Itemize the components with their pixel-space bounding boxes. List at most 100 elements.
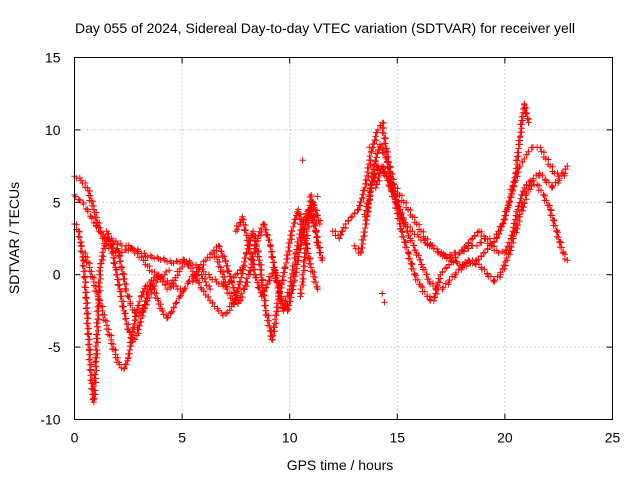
data-point: [553, 228, 560, 235]
x-axis-label: GPS time / hours: [287, 457, 394, 473]
data-point-fill: [309, 217, 317, 224]
data-point-fill: [365, 199, 372, 207]
data-point: [101, 233, 108, 241]
data-point: [172, 300, 179, 307]
data-point-fill: [231, 296, 239, 303]
data-point-fill: [262, 226, 269, 234]
data-point-fill: [514, 149, 521, 156]
data-point-fill: [500, 216, 508, 223]
data-point-fill: [212, 276, 219, 283]
data-point-fill: [101, 311, 108, 319]
data-point-fill: [483, 270, 491, 277]
data-point-fill: [114, 354, 121, 361]
data-point-fill: [406, 255, 414, 263]
data-point: [249, 228, 257, 235]
data-point-fill: [514, 203, 522, 210]
data-point-fill: [312, 222, 319, 230]
data-point: [284, 307, 291, 315]
data-point-fill: [484, 246, 491, 253]
data-point-fill: [200, 288, 208, 295]
data-point-fill: [545, 179, 553, 186]
data-point-fill: [305, 219, 313, 227]
data-point-fill: [243, 282, 250, 290]
data-point-fill: [97, 229, 104, 236]
data-point-fill: [481, 249, 489, 256]
data-point-fill: [139, 288, 146, 296]
data-point-fill: [548, 183, 555, 190]
data-point-fill: [227, 290, 235, 297]
data-point-fill: [83, 254, 91, 261]
data-point-fill: [243, 249, 250, 256]
data-point-fill: [179, 256, 187, 263]
data-point-fill: [521, 104, 529, 111]
data-point-fill: [258, 228, 265, 236]
data-point-fill: [104, 231, 111, 238]
data-point-fill: [124, 292, 131, 300]
data-point-fill: [259, 291, 267, 299]
data-point-fill: [396, 206, 403, 213]
data-point-fill: [86, 267, 93, 275]
data-point: [493, 235, 500, 242]
data-point-fill: [168, 308, 176, 315]
data-point-fill: [290, 219, 298, 227]
data-point-fill: [267, 273, 275, 281]
data-point-fill: [523, 104, 530, 112]
data-point-fill: [361, 211, 368, 218]
data-point: [77, 242, 85, 249]
data-point-fill: [92, 371, 99, 378]
data-point-fill: [91, 287, 99, 295]
data-point-fill: [387, 183, 394, 190]
data-point-fill: [92, 282, 100, 290]
data-point-fill: [301, 263, 308, 270]
data-point-fill: [307, 193, 315, 201]
data-point: [348, 213, 356, 220]
data-point-fill: [498, 248, 506, 255]
data-point: [79, 257, 87, 264]
data-point-fill: [312, 228, 319, 235]
data-point: [295, 206, 302, 213]
data-point-fill: [241, 254, 248, 262]
data-point-fill: [506, 194, 514, 201]
data-point: [471, 259, 478, 267]
data-point-fill: [160, 255, 167, 262]
data-point: [501, 249, 509, 257]
data-point: [495, 249, 502, 257]
data-point-fill: [273, 320, 280, 327]
data-point-fill: [509, 178, 517, 186]
data-point-fill: [430, 294, 438, 301]
data-point-fill: [162, 268, 170, 276]
data-point-fill: [273, 278, 280, 285]
data-point-fill: [205, 271, 213, 278]
data-point-fill: [105, 326, 112, 333]
data-point: [561, 170, 569, 177]
data-point: [90, 398, 98, 406]
data-point-fill: [94, 316, 101, 323]
data-point-fill: [311, 273, 319, 281]
data-point-fill: [239, 216, 246, 224]
data-point-fill: [265, 236, 272, 244]
data-point-fill: [410, 242, 417, 249]
data-point-fill: [222, 310, 230, 317]
data-point-fill: [302, 253, 309, 261]
data-point-fill: [466, 257, 473, 265]
data-point: [318, 257, 326, 264]
data-point: [525, 148, 532, 155]
data-point-fill: [522, 110, 530, 118]
data-point-fill: [279, 300, 286, 307]
data-point-fill: [303, 228, 310, 235]
data-point-fill: [78, 248, 86, 255]
data-point-fill: [409, 261, 416, 268]
data-point: [116, 361, 123, 368]
data-point-fill: [164, 314, 172, 321]
data-point-fill: [128, 334, 135, 341]
data-point-fill: [135, 326, 143, 333]
data-point-fill: [497, 227, 504, 234]
data-point: [379, 162, 386, 170]
data-point-fill: [226, 273, 234, 280]
data-point-fill: [390, 180, 397, 187]
data-point-fill: [125, 242, 132, 249]
data-point-fill: [76, 174, 84, 182]
data-point-fill: [112, 271, 120, 279]
data-point-fill: [153, 290, 160, 297]
data-point-fill: [166, 284, 174, 291]
